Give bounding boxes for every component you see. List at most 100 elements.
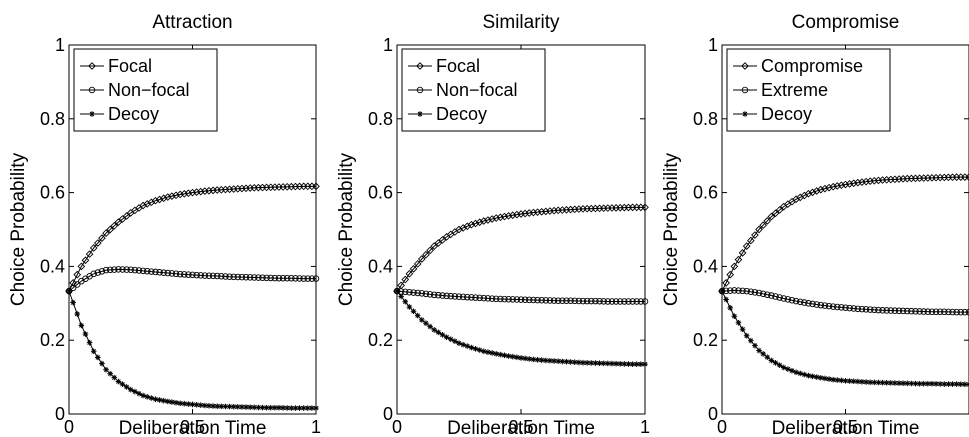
data-point [70, 299, 76, 306]
data-point [111, 266, 118, 273]
data-point [172, 191, 180, 200]
data-point [866, 306, 874, 313]
data-point [255, 274, 262, 281]
data-point [854, 178, 862, 187]
series-star [719, 288, 969, 388]
data-point [505, 295, 512, 303]
y-tick-label: 1 [55, 35, 65, 55]
data-point [801, 299, 808, 306]
data-point [193, 271, 200, 279]
data-point [140, 392, 146, 399]
series-diamond [393, 203, 649, 295]
data-point [526, 296, 533, 304]
data-point [127, 386, 134, 393]
data-point [480, 294, 488, 302]
data-point [849, 179, 858, 188]
data-point [862, 306, 870, 313]
data-point [263, 274, 270, 282]
data-point [459, 293, 467, 301]
data-point [481, 348, 487, 355]
data-point [103, 366, 109, 373]
data-point [609, 360, 615, 367]
data-point [143, 200, 152, 208]
data-point [202, 402, 208, 409]
data-point [547, 357, 553, 364]
data-point [747, 288, 755, 295]
data-point [755, 289, 763, 297]
data-point [908, 380, 915, 387]
data-point [904, 307, 911, 315]
data-point [447, 292, 454, 300]
data-point [95, 354, 101, 361]
data-point [920, 308, 927, 315]
data-point [427, 323, 433, 330]
data-point [438, 236, 447, 244]
data-point [887, 380, 894, 386]
data-point [726, 270, 735, 279]
data-point [846, 304, 853, 312]
data-point [73, 270, 82, 279]
data-point [107, 370, 113, 377]
data-point [119, 381, 126, 388]
data-point [633, 298, 640, 305]
data-point [768, 292, 775, 299]
data-point [136, 390, 142, 397]
y-tick-label: 0.4 [40, 256, 65, 276]
data-point [89, 244, 98, 252]
data-point [272, 404, 278, 411]
data-point [809, 300, 816, 308]
data-point [468, 344, 475, 351]
data-point [410, 289, 417, 296]
data-point [821, 184, 829, 193]
data-point [756, 347, 762, 354]
data-point [514, 354, 520, 361]
data-point [734, 255, 743, 264]
data-point [74, 311, 81, 317]
data-point [426, 291, 434, 298]
data-point [85, 250, 94, 258]
data-point [830, 376, 836, 383]
data-point [168, 270, 176, 277]
data-point [841, 180, 850, 189]
series-circle [718, 287, 969, 316]
data-point [423, 320, 429, 327]
series-circle [393, 287, 649, 305]
data-point [135, 267, 143, 274]
data-point [936, 308, 944, 316]
data-point [821, 302, 829, 309]
data-point [812, 187, 821, 195]
data-point [825, 183, 833, 192]
data-point [816, 185, 825, 194]
data-point [957, 308, 965, 316]
data-point [205, 272, 213, 279]
data-point [755, 225, 763, 234]
y-axis-label: Choice Probability [661, 152, 682, 306]
plot-area: 0 0.2 0.4 0.6 0.8 1 0 0.5 1 [40, 35, 321, 437]
data-point [475, 218, 484, 227]
data-point [192, 188, 201, 196]
data-point [447, 336, 454, 343]
data-point [764, 291, 771, 298]
data-point [768, 357, 775, 364]
data-point [571, 297, 578, 305]
data-point [500, 212, 509, 221]
y-axis-label: Choice Probability [8, 152, 29, 306]
data-point [155, 195, 164, 204]
data-point [115, 378, 122, 385]
data-point [398, 293, 404, 300]
data-point [751, 231, 759, 239]
data-point [625, 298, 632, 305]
data-point [90, 270, 97, 278]
data-point [94, 269, 102, 276]
legend: Focal Non−focal Decoy [73, 48, 218, 132]
data-point [508, 211, 517, 220]
data-point [767, 212, 776, 221]
data-point [304, 275, 312, 282]
data-point [484, 216, 492, 224]
data-point [945, 308, 952, 316]
series-line [68, 268, 316, 292]
data-point [476, 294, 483, 302]
x-tick-label: 0 [392, 417, 402, 437]
data-point [965, 308, 969, 316]
data-point [234, 273, 242, 281]
